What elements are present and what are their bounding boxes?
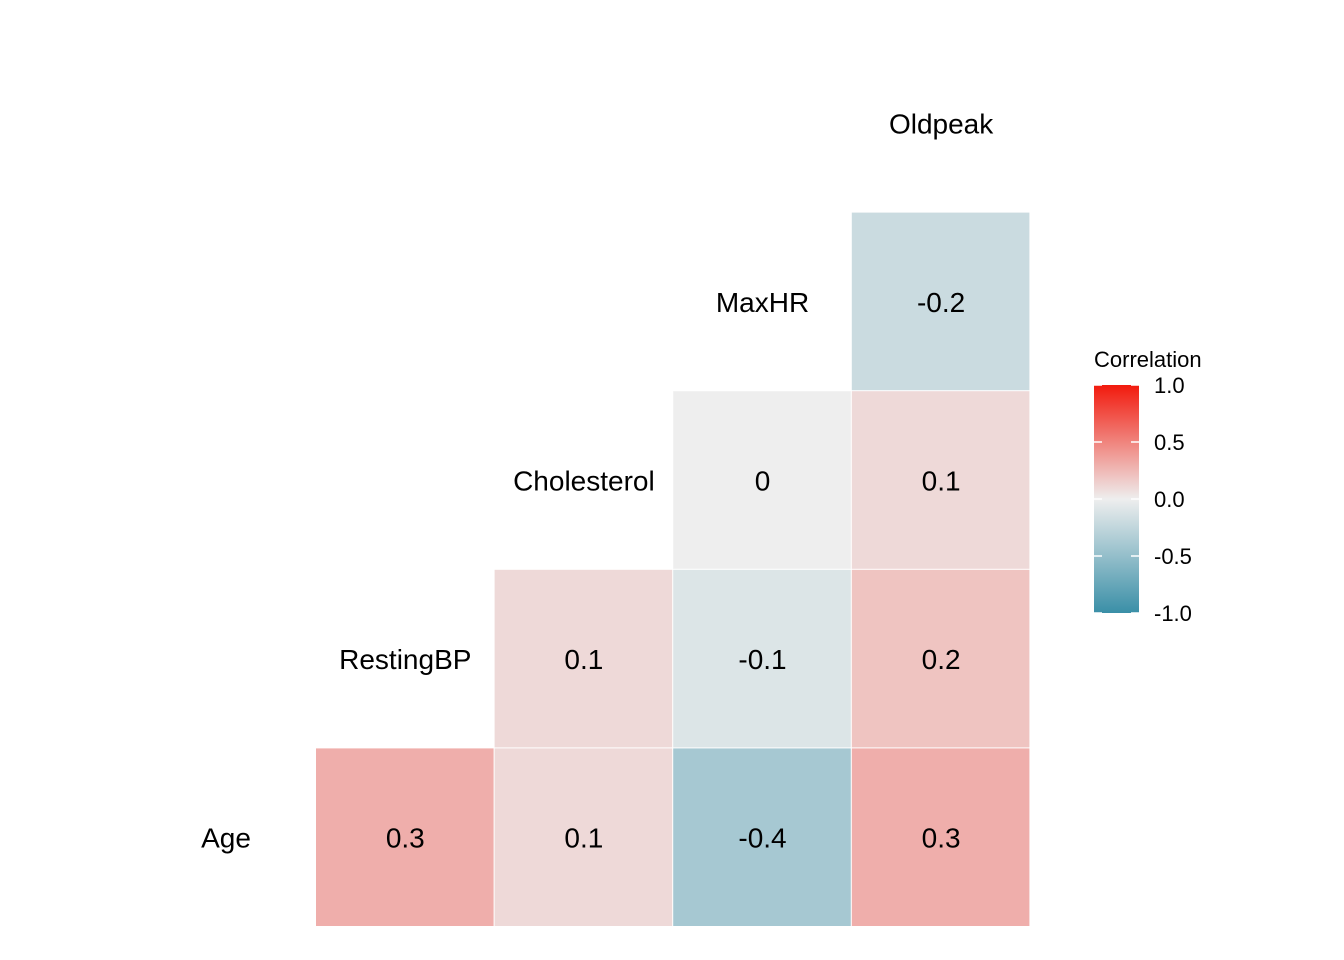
legend-tick-label: 0.0: [1154, 487, 1185, 512]
cell-value-label: 0.1: [564, 823, 603, 854]
heatmap-cell: [316, 748, 494, 926]
variable-label: Oldpeak: [889, 108, 994, 139]
legend: Correlation 1.0 0.5 0.0 -0.5 -1.0: [1094, 347, 1202, 626]
variable-label: Age: [201, 823, 251, 854]
heatmap-cell: [851, 748, 1030, 926]
cell-value-label: 0.3: [922, 823, 961, 854]
cell-value-label: 0: [755, 466, 771, 497]
cell-value-label: -0.2: [917, 287, 965, 318]
cell-value-label: 0.3: [386, 823, 425, 854]
variable-label: MaxHR: [716, 287, 809, 318]
cell-value-label: 0.1: [922, 466, 961, 497]
cell-value-label: -0.1: [738, 644, 786, 675]
heatmap-cell: [851, 391, 1030, 569]
heatmap-cells: 0.3 0.1 -0.4 0.3 0.1 -0.1 0.2 0 0.1 -0.2: [316, 212, 1030, 926]
legend-title: Correlation: [1094, 347, 1202, 372]
heatmap-cell: [851, 569, 1030, 748]
heatmap-cell: [851, 212, 1030, 391]
variable-labels: Age RestingBP Cholesterol MaxHR Oldpeak: [201, 108, 994, 853]
legend-ticks: 1.0 0.5 0.0 -0.5 -1.0: [1094, 373, 1192, 626]
legend-tick-label: 1.0: [1154, 373, 1185, 398]
legend-tick-label: 0.5: [1154, 430, 1185, 455]
heatmap-cell: [673, 748, 851, 926]
heatmap-cell: [673, 391, 851, 569]
cell-value-label: -0.4: [738, 823, 786, 854]
variable-label: Cholesterol: [513, 466, 655, 497]
heatmap-cell: [673, 569, 851, 748]
heatmap-cell: [494, 569, 673, 748]
variable-label: RestingBP: [339, 644, 471, 675]
cell-value-label: 0.2: [922, 644, 961, 675]
heatmap-cell: [494, 748, 673, 926]
cell-value-label: 0.1: [564, 644, 603, 675]
legend-tick-label: -0.5: [1154, 544, 1192, 569]
legend-tick-label: -1.0: [1154, 601, 1192, 626]
